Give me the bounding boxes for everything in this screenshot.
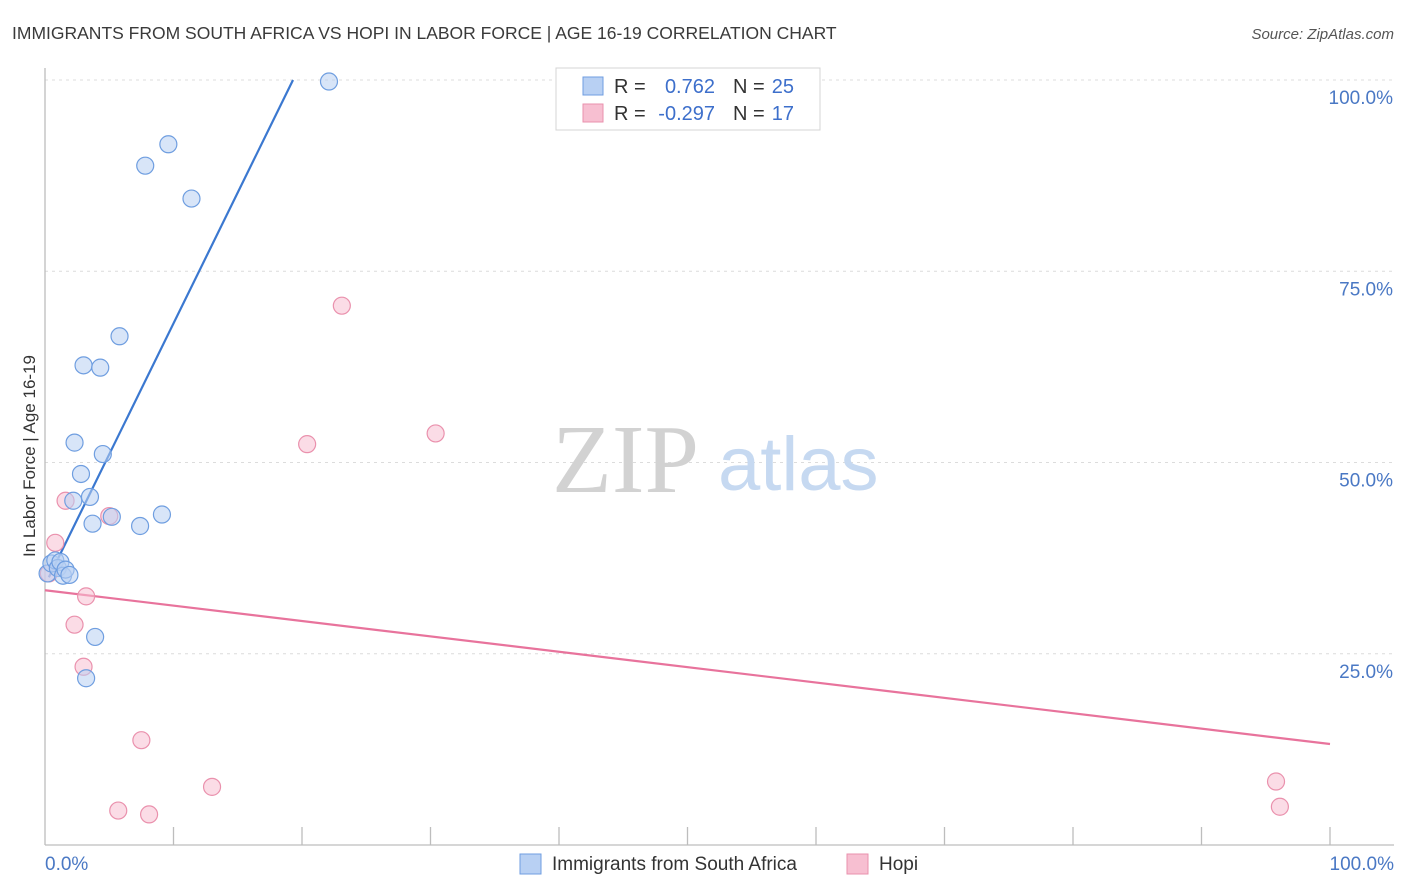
point-hopi[interactable] <box>65 615 84 634</box>
point-south-africa[interactable] <box>83 514 102 533</box>
legend-n-value-2: 17 <box>772 103 794 125</box>
point-south-africa[interactable] <box>102 507 121 526</box>
point-south-africa[interactable] <box>77 669 96 688</box>
point-south-africa[interactable] <box>110 327 129 346</box>
point-south-africa[interactable] <box>182 189 201 208</box>
point-south-africa[interactable] <box>71 464 91 484</box>
legend-n-label-1: N = <box>733 76 765 98</box>
point-hopi[interactable] <box>132 731 151 750</box>
point-hopi[interactable] <box>202 777 222 796</box>
correlation-legend: R = 0.762 N = 25 R = -0.297 N = 17 <box>555 67 821 131</box>
legend-n-value-1: 25 <box>772 76 794 98</box>
point-south-africa[interactable] <box>74 356 93 375</box>
point-south-africa[interactable] <box>93 444 112 464</box>
x-tick-label-min: 0.0% <box>45 854 88 875</box>
series-legend: Immigrants from South Africa Hopi <box>519 853 918 875</box>
point-south-africa[interactable] <box>152 505 172 524</box>
y-tick-label: 100.0% <box>1329 88 1394 109</box>
point-south-africa[interactable] <box>64 491 83 510</box>
legend-swatch-blue <box>582 76 604 96</box>
source-credit: Source: ZipAtlas.com <box>1251 26 1394 43</box>
point-hopi[interactable] <box>77 587 96 606</box>
x-tick-label-max: 100.0% <box>1330 854 1395 875</box>
chart-title: IMMIGRANTS FROM SOUTH AFRICA VS HOPI IN … <box>12 23 837 43</box>
point-south-africa[interactable] <box>60 565 79 585</box>
y-tick-label: 25.0% <box>1339 662 1393 683</box>
point-hopi[interactable] <box>139 805 159 824</box>
point-south-africa[interactable] <box>86 627 105 647</box>
legend-n-label-2: N = <box>733 103 765 125</box>
watermark-zip: ZIP <box>552 406 699 514</box>
point-hopi[interactable] <box>46 533 65 552</box>
point-hopi[interactable] <box>1270 797 1289 816</box>
series-legend-swatch-blue <box>519 853 542 875</box>
point-south-africa[interactable] <box>136 156 155 175</box>
legend-r-value-2: -0.297 <box>658 103 715 125</box>
point-hopi[interactable] <box>332 296 351 315</box>
point-south-africa[interactable] <box>130 516 150 536</box>
scatter-points <box>38 72 1289 824</box>
y-tick-label: 50.0% <box>1339 471 1393 492</box>
point-hopi[interactable] <box>109 801 128 820</box>
watermark: ZIP atlas <box>552 406 879 514</box>
legend-r-label-2: R = <box>614 103 646 125</box>
gridlines <box>45 79 1394 655</box>
series-legend-label-blue: Immigrants from South Africa <box>552 854 797 875</box>
x-axis-ticks <box>172 827 1331 845</box>
legend-r-label-1: R = <box>614 76 646 98</box>
point-south-africa[interactable] <box>159 135 178 154</box>
point-south-africa[interactable] <box>319 72 339 91</box>
series-legend-swatch-pink <box>846 853 869 875</box>
y-tick-label: 75.0% <box>1339 279 1393 300</box>
legend-swatch-pink <box>582 103 604 123</box>
point-south-africa[interactable] <box>91 358 110 377</box>
point-hopi[interactable] <box>1266 772 1286 791</box>
point-south-africa[interactable] <box>80 487 100 507</box>
series-legend-label-pink: Hopi <box>879 854 918 875</box>
legend-r-value-1: 0.762 <box>665 76 715 98</box>
trend-line-hopi <box>44 589 1331 746</box>
point-south-africa[interactable] <box>65 433 84 452</box>
point-hopi[interactable] <box>426 424 445 443</box>
y-axis-label: In Labor Force | Age 16-19 <box>20 355 39 557</box>
y-tick-labels: 100.0% 75.0% 50.0% 25.0% <box>1329 88 1394 683</box>
point-hopi[interactable] <box>298 435 317 454</box>
watermark-atlas: atlas <box>718 422 879 507</box>
